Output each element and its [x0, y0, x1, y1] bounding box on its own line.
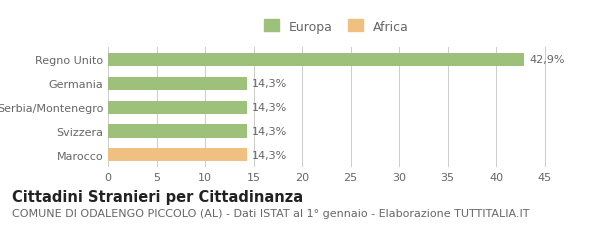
Bar — [108, 149, 247, 162]
Bar — [108, 101, 247, 114]
Text: 14,3%: 14,3% — [251, 103, 287, 113]
Text: Cittadini Stranieri per Cittadinanza: Cittadini Stranieri per Cittadinanza — [12, 189, 303, 204]
Bar — [108, 54, 524, 67]
Bar — [108, 77, 247, 90]
Legend: Europa, Africa: Europa, Africa — [260, 16, 412, 37]
Text: 14,3%: 14,3% — [251, 150, 287, 160]
Text: 14,3%: 14,3% — [251, 79, 287, 89]
Text: 14,3%: 14,3% — [251, 126, 287, 136]
Bar — [108, 125, 247, 138]
Text: 42,9%: 42,9% — [529, 55, 565, 65]
Text: COMUNE DI ODALENGO PICCOLO (AL) - Dati ISTAT al 1° gennaio - Elaborazione TUTTIT: COMUNE DI ODALENGO PICCOLO (AL) - Dati I… — [12, 208, 530, 218]
